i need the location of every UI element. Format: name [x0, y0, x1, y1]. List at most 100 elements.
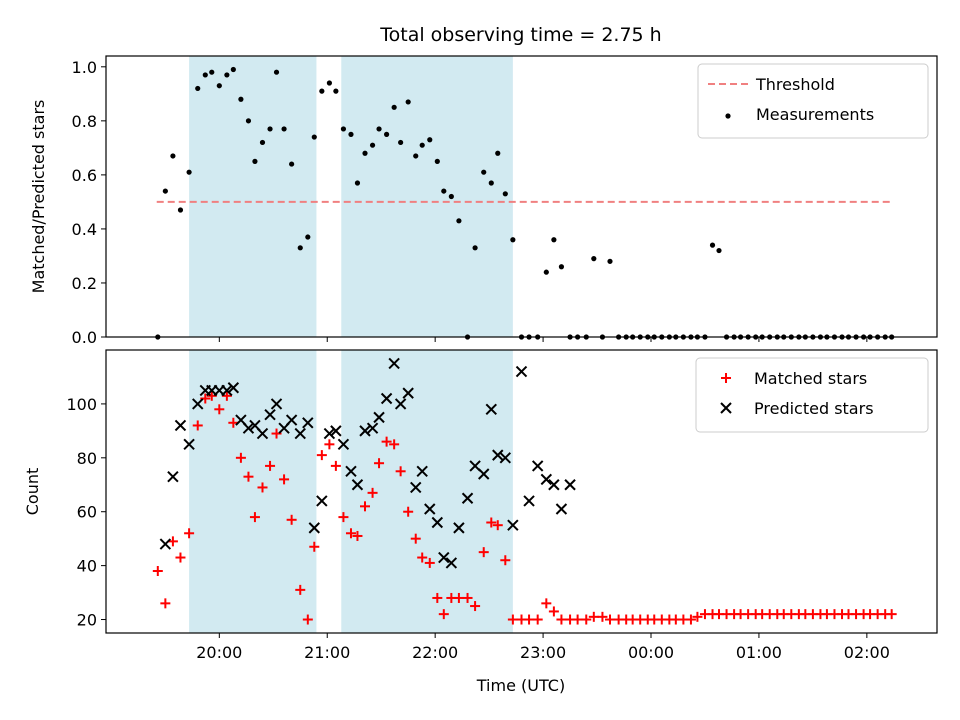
matched-stars-point: [192, 420, 203, 431]
predicted-stars-point: [394, 398, 407, 410]
predicted-stars-point: [438, 551, 450, 564]
chart-title: Total observing time = 2.75 h: [379, 24, 661, 46]
measurement-point: [333, 88, 339, 94]
matched-stars-point: [235, 452, 246, 463]
x-tick-label: 02:00: [844, 643, 890, 662]
matched-stars-point: [360, 501, 371, 512]
measurement-point: [543, 269, 549, 275]
matched-stars-point: [438, 609, 449, 620]
matched-stars-point: [374, 458, 385, 469]
predicted-stars-point: [294, 427, 306, 440]
observing-window-1: [189, 56, 317, 337]
matched-stars-point: [367, 487, 378, 498]
predicted-stars-point: [469, 460, 481, 472]
measurement-point: [510, 237, 516, 243]
predicted-stars-point: [515, 365, 528, 378]
matched-stars-point: [432, 592, 443, 603]
legend-label: Matched stars: [754, 369, 867, 388]
y-axis-label: Count: [23, 468, 42, 516]
predicted-stars-point: [285, 414, 298, 426]
predicted-stars-point: [330, 425, 342, 437]
observing-window-2: [341, 350, 513, 633]
measurement-point: [456, 218, 462, 224]
measurement-point: [267, 126, 273, 132]
measurement-point: [488, 180, 494, 186]
matched-stars-point: [403, 506, 414, 517]
measurement-point: [195, 85, 201, 92]
x-tick-label: 00:00: [628, 643, 674, 662]
matched-stars-point: [295, 584, 306, 595]
measurement-point: [558, 264, 565, 270]
predicted-stars-point: [227, 382, 240, 394]
measurement-point: [289, 161, 295, 167]
measurement-point: [230, 66, 236, 73]
matched-stars-point: [507, 614, 518, 625]
predicted-stars-point: [431, 516, 444, 529]
predicted-stars-point: [373, 411, 385, 424]
predicted-stars-point: [531, 460, 544, 472]
matched-stars-point: [486, 517, 497, 528]
measurement-point: [398, 139, 404, 146]
predicted-stars-point: [410, 481, 422, 494]
matched-stars-point: [279, 474, 290, 485]
measurement-point: [434, 158, 440, 164]
predicted-stars-point: [548, 479, 560, 491]
measurement-point: [427, 137, 433, 143]
legend: Matched stars Predicted stars: [695, 357, 929, 433]
predicted-stars-point: [380, 392, 393, 405]
measurement-point: [419, 142, 425, 148]
matched-stars-point: [685, 614, 696, 625]
matched-stars-point: [604, 614, 615, 625]
matched-stars-point: [492, 520, 503, 531]
measurement-point: [481, 169, 487, 175]
measurement-point: [305, 234, 311, 240]
legend: Threshold Measurements: [697, 63, 929, 139]
matched-stars-point: [556, 614, 567, 625]
y-tick-label: 0.8: [72, 112, 97, 131]
y-tick-label: 20: [77, 611, 97, 630]
bottom-panel-counts: 20:00 21:00 22:00 23:00 00:00 01:00 02:00 20 40 6…: [23, 349, 938, 662]
measurement-point: [502, 191, 508, 197]
legend-label: Measurements: [756, 105, 874, 124]
predicted-stars-point: [564, 479, 576, 491]
predicted-stars-point: [351, 479, 364, 491]
legend-predicted-swatch: [720, 402, 732, 414]
measurement-point: [202, 72, 208, 78]
predicted-stars-point: [485, 403, 497, 416]
measurement-point: [348, 131, 354, 137]
axes-frame: [105, 349, 938, 634]
predicted-stars-point: [256, 427, 269, 440]
matched-stars-point: [548, 606, 559, 617]
legend-box: [695, 357, 929, 433]
matched-stars-point: [352, 530, 363, 541]
y-tick-label: 0.6: [72, 166, 97, 185]
predicted-stars-point: [337, 438, 350, 451]
predicted-stars-point: [174, 419, 187, 432]
matched-stars-point: [184, 528, 195, 539]
measurement-point: [383, 131, 390, 137]
measurement-point: [607, 258, 613, 264]
measurement-point: [362, 150, 368, 156]
predicted-stars-point: [308, 522, 320, 534]
matched-stars-point: [581, 614, 592, 625]
measurement-point: [716, 247, 722, 254]
measurement-point: [209, 69, 215, 75]
predicted-stars-point: [523, 495, 535, 507]
measurement-point: [413, 153, 419, 159]
matched-stars-point: [424, 557, 435, 568]
matched-stars-point: [462, 592, 473, 603]
predicted-stars-point: [461, 492, 474, 504]
y-tick-label: 1.0: [72, 58, 97, 77]
predicted-stars-point: [242, 422, 255, 434]
matched-stars-point: [470, 601, 481, 612]
matched-stars-point: [160, 598, 171, 609]
measurement-point: [186, 169, 192, 175]
y-tick-label: 100: [66, 395, 97, 414]
matched-stars-point: [228, 417, 239, 428]
measurement-point: [216, 83, 222, 89]
matched-stars-point: [532, 614, 543, 625]
y-tick-label: 80: [77, 449, 97, 468]
y-axis-label: Matched/Predicted stars: [29, 100, 48, 294]
matched-stars-point: [175, 552, 186, 563]
legend-label: Predicted stars: [754, 399, 874, 418]
